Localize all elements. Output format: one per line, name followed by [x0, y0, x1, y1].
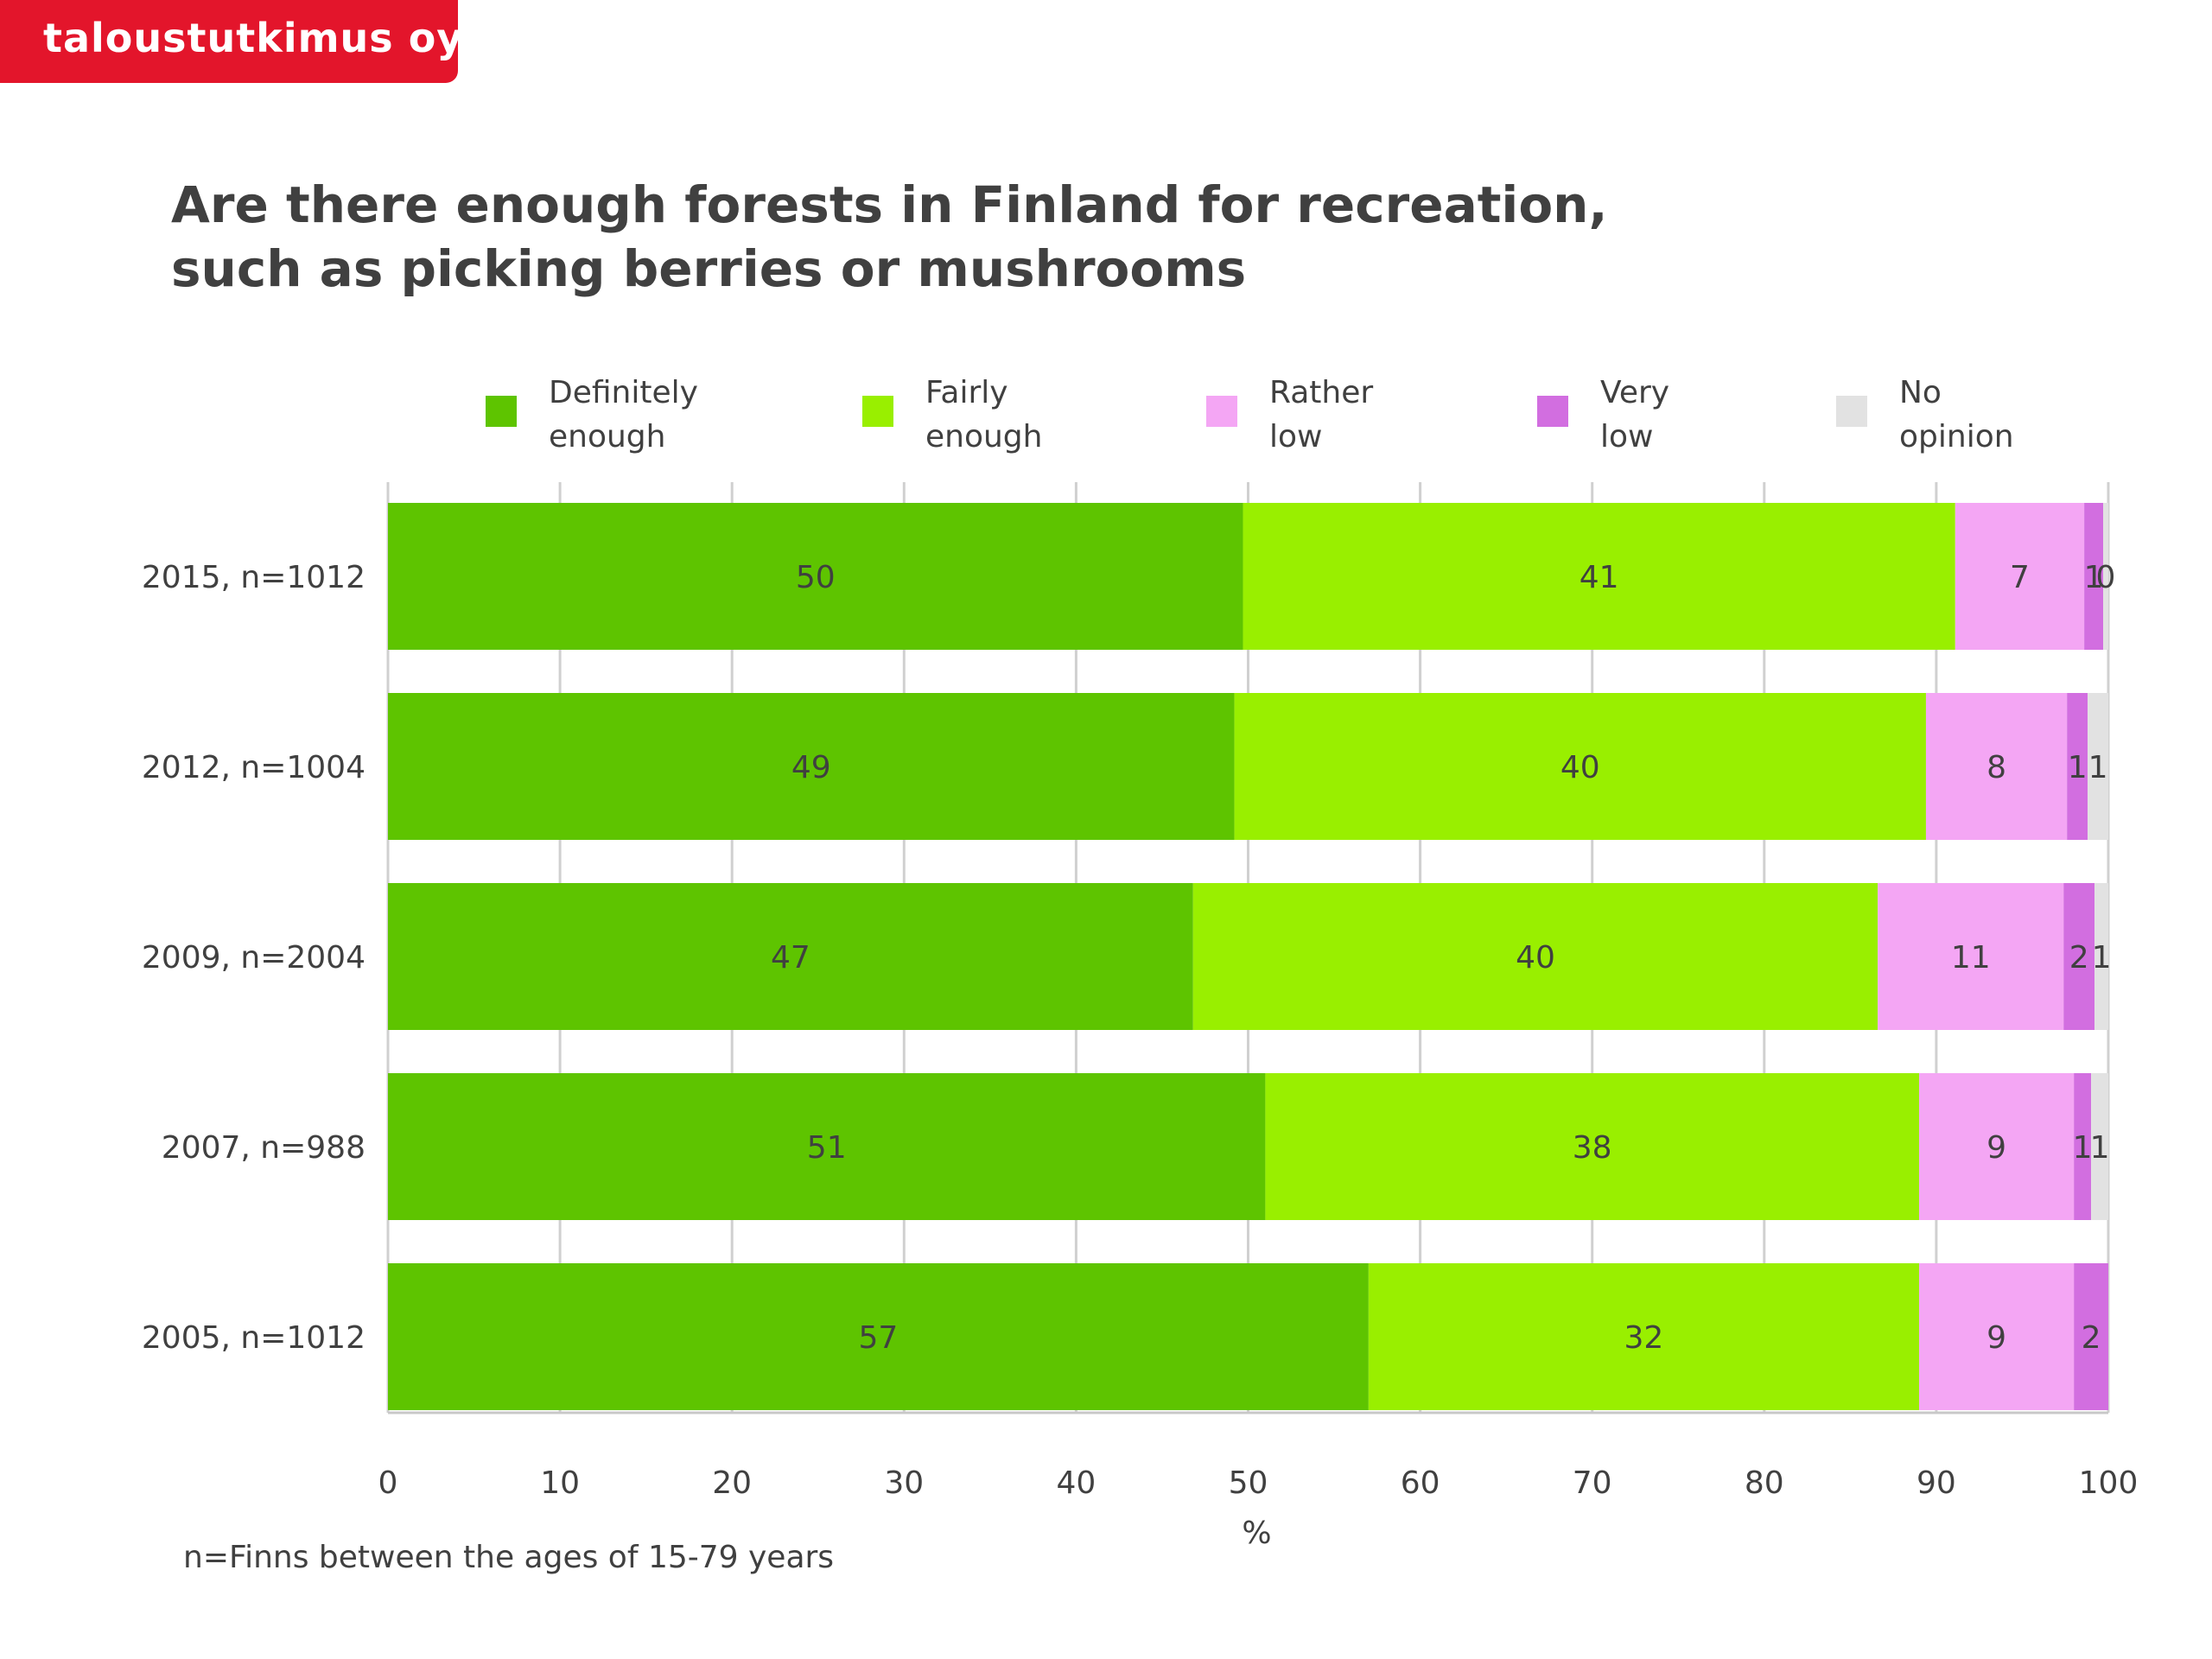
bar-segment: [1234, 693, 1926, 840]
bar-segment: [2074, 1073, 2092, 1220]
data-label: 1: [2084, 560, 2104, 595]
legend-swatch: [1206, 396, 1237, 427]
category-label: 2007, n=988: [162, 1130, 365, 1166]
footnote: n=Finns between the ages of 15-79 years: [183, 1540, 835, 1575]
bar-segment: [2091, 1073, 2108, 1220]
legend-label: low: [1269, 419, 1322, 454]
bar-segment: [2103, 503, 2108, 650]
x-axis-title: %: [1242, 1516, 1271, 1551]
data-label: 1: [2068, 750, 2088, 785]
bar-segment: [2088, 693, 2108, 840]
bar-segment: [388, 883, 1193, 1030]
bar-segment: [1918, 1263, 2075, 1410]
brand-banner: taloustutkimus oy: [0, 0, 462, 83]
bars: [388, 503, 2108, 1410]
x-tick-label: 90: [1916, 1465, 1956, 1501]
bar-segment: [2094, 883, 2108, 1030]
data-label: 41: [1580, 560, 1619, 595]
legend-label: Rather: [1269, 375, 1373, 410]
legend-swatch: [862, 396, 893, 427]
data-label: 0: [2096, 560, 2116, 595]
data-label: 47: [771, 940, 810, 976]
bar-segment: [2074, 1263, 2108, 1410]
legend-label: No: [1899, 375, 1942, 410]
data-label: 2: [2082, 1320, 2101, 1356]
legend-label: enough: [549, 419, 665, 454]
legend-label: enough: [925, 419, 1042, 454]
legend: Definitely enough Fairly enough Rather low Ver…: [486, 375, 2014, 454]
bar-segment: [1368, 1263, 1919, 1410]
data-label: 8: [1986, 750, 2006, 785]
bar-segment: [1918, 1073, 2075, 1220]
legend-swatch: [1537, 396, 1568, 427]
x-tick-label: 40: [1056, 1465, 1096, 1501]
chart-title: Are there enough forests in Finland for …: [171, 173, 1608, 301]
legend-label: Definitely: [549, 375, 698, 410]
x-tick-label: 0: [378, 1465, 398, 1501]
data-label: 1: [2090, 1130, 2110, 1166]
bar-segment: [1955, 503, 2085, 650]
data-label: 38: [1573, 1130, 1612, 1166]
bar-segment: [388, 1263, 1369, 1410]
x-tick-label: 60: [1401, 1465, 1440, 1501]
category-label: 2015, n=1012: [142, 560, 365, 595]
bar-segment: [1192, 883, 1878, 1030]
x-tick-label: 10: [540, 1465, 580, 1501]
bar-segment: [1265, 1073, 1919, 1220]
legend-swatch: [486, 396, 517, 427]
data-label: 49: [791, 750, 831, 785]
x-tick-label: 20: [712, 1465, 752, 1501]
data-label: 40: [1516, 940, 1555, 976]
bar-segment: [1878, 883, 2064, 1030]
x-tick-label: 50: [1229, 1465, 1268, 1501]
data-label: 1: [2073, 1130, 2093, 1166]
data-label: 32: [1624, 1320, 1664, 1356]
x-tick-label: 70: [1573, 1465, 1612, 1501]
bar-segment: [1925, 693, 2068, 840]
x-tick-label: 30: [884, 1465, 924, 1501]
bar-segment: [388, 693, 1235, 840]
bar-segment: [388, 503, 1243, 650]
axes: 0 10 20 30 40 50 60 70 80 90 100%2015, n=10122012,…: [142, 560, 2138, 1551]
data-label: 40: [1560, 750, 1600, 785]
bar-segment: [388, 1073, 1266, 1220]
bar-segment: [2084, 503, 2104, 650]
data-label: 2: [2069, 940, 2089, 976]
bar-segment: [1243, 503, 1955, 650]
x-tick-label: 80: [1745, 1465, 1784, 1501]
bar-segment: [2063, 883, 2095, 1030]
data-label: 1: [2092, 940, 2112, 976]
data-label: 11: [1951, 940, 1991, 976]
legend-label: opinion: [1899, 419, 2014, 454]
chart-title-line-2: such as picking berries or mushrooms: [171, 239, 1247, 298]
data-label: 9: [1986, 1130, 2006, 1166]
data-label: 50: [796, 560, 836, 595]
data-label: 9: [1986, 1320, 2006, 1356]
data-label: 57: [859, 1320, 899, 1356]
legend-label: Fairly: [925, 375, 1008, 410]
data-label: 51: [807, 1130, 847, 1166]
brand-logo-text: taloustutkimus oy: [43, 15, 464, 61]
legend-label: low: [1600, 419, 1653, 454]
legend-swatch: [1836, 396, 1867, 427]
x-tick-label: 100: [2079, 1465, 2139, 1501]
legend-label: Very: [1600, 375, 1669, 410]
category-label: 2009, n=2004: [142, 940, 365, 976]
data-label: 7: [2010, 560, 2030, 595]
data-label: 1: [2088, 750, 2108, 785]
category-label: 2005, n=1012: [142, 1320, 365, 1356]
category-label: 2012, n=1004: [142, 750, 365, 785]
bar-segment: [2067, 693, 2088, 840]
chart-title-line-1: Are there enough forests in Finland for …: [171, 175, 1608, 234]
